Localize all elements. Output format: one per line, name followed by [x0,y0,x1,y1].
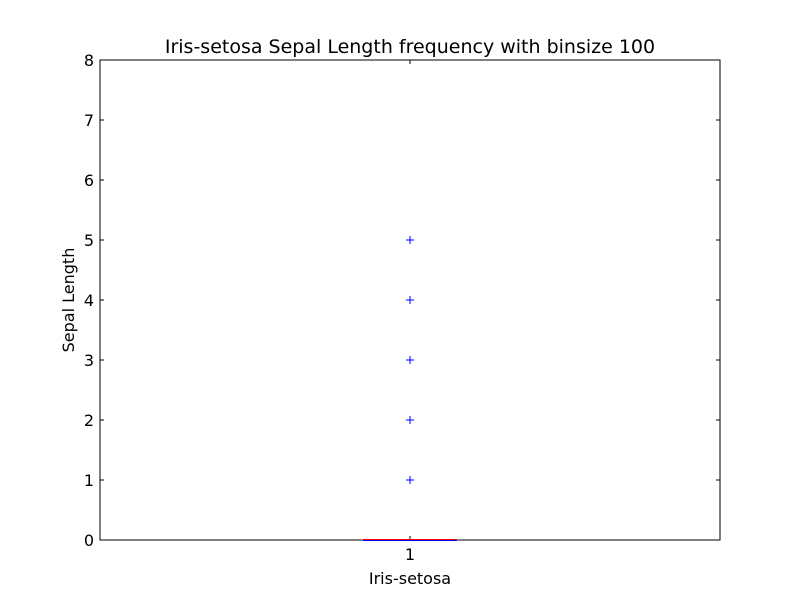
x-axis-label: Iris-setosa [369,569,451,588]
flier-point [406,296,414,304]
x-tick-label: 1 [405,545,415,564]
flier-point [406,416,414,424]
y-tick-label: 7 [84,111,94,130]
y-tick-label: 4 [84,291,94,310]
y-tick-label: 2 [84,411,94,430]
flier-point [406,236,414,244]
box-series [363,236,457,541]
y-tick-label: 8 [84,51,94,70]
chart-title: Iris-setosa Sepal Length frequency with … [165,36,655,58]
y-tick-label: 3 [84,351,94,370]
y-axis: 0 1 2 3 4 5 6 7 8 [84,51,720,550]
y-tick-label: 5 [84,231,94,250]
y-tick-label: 0 [84,531,94,550]
flier-point [406,476,414,484]
y-axis-label: Sepal Length [59,248,78,353]
x-axis: 1 [405,60,415,564]
flier-point [406,356,414,364]
y-tick-label: 1 [84,471,94,490]
y-tick-label: 6 [84,171,94,190]
